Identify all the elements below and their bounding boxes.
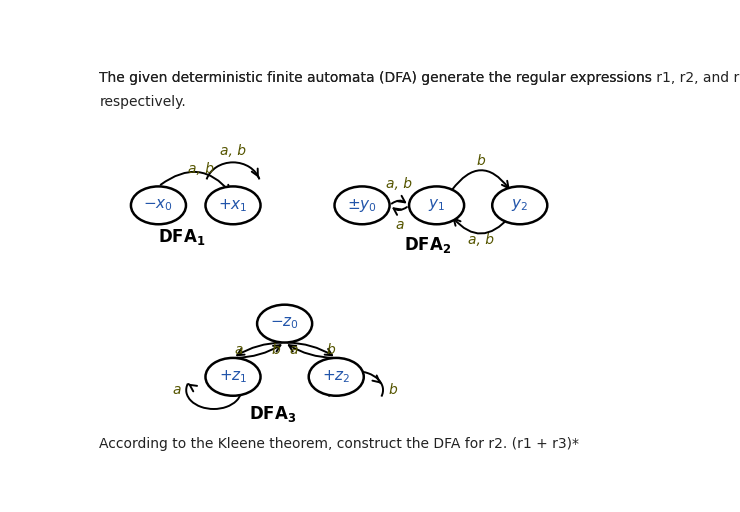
Circle shape [257, 305, 312, 343]
Text: a, b: a, b [468, 233, 494, 247]
Text: The given deterministic finite automata (DFA) generate the regular expressions: The given deterministic finite automata … [99, 71, 656, 86]
Text: $\mathbf{DFA_2}$: $\mathbf{DFA_2}$ [404, 235, 451, 255]
Text: $\mathbf{DFA_1}$: $\mathbf{DFA_1}$ [158, 227, 205, 247]
Circle shape [409, 186, 464, 224]
Text: a: a [395, 218, 403, 232]
Text: a, b: a, b [189, 162, 215, 177]
Circle shape [206, 358, 260, 396]
Text: $+z_1$: $+z_1$ [219, 369, 247, 385]
Text: $-x_0$: $-x_0$ [144, 198, 173, 213]
Text: b: b [272, 343, 280, 357]
Text: a: a [235, 343, 243, 357]
Text: $\mathbf{DFA_3}$: $\mathbf{DFA_3}$ [249, 404, 297, 424]
Circle shape [309, 358, 364, 396]
Text: $y_2$: $y_2$ [511, 197, 528, 214]
Text: a, b: a, b [386, 177, 412, 190]
Circle shape [492, 186, 548, 224]
Text: b: b [326, 343, 335, 357]
Circle shape [334, 186, 389, 224]
Text: $+x_1$: $+x_1$ [218, 197, 248, 214]
Text: The given deterministic finite automata (DFA) generate the regular expressions r: The given deterministic finite automata … [99, 71, 740, 86]
Text: $\pm y_0$: $\pm y_0$ [347, 197, 377, 214]
Text: a: a [172, 383, 181, 397]
Text: a: a [289, 343, 297, 357]
Text: a, b: a, b [220, 144, 246, 158]
Text: $y_1$: $y_1$ [428, 197, 445, 214]
Circle shape [131, 186, 186, 224]
Text: b: b [477, 154, 485, 167]
Text: respectively.: respectively. [99, 95, 186, 109]
Text: b: b [388, 383, 397, 397]
Text: According to the Kleene theorem, construct the DFA for r2. (r1 + r3)*: According to the Kleene theorem, constru… [99, 437, 579, 451]
Text: $-z_0$: $-z_0$ [270, 316, 299, 331]
Text: $+z_2$: $+z_2$ [322, 369, 351, 385]
Circle shape [206, 186, 260, 224]
